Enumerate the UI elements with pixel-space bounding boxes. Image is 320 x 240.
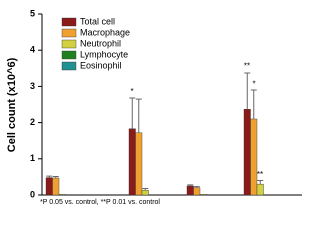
bar bbox=[186, 185, 194, 196]
y-tick-label: 5 bbox=[30, 8, 35, 18]
chart: Cell count (x10^6) *P 0.05 vs. control, … bbox=[6, 8, 302, 206]
legend-swatch bbox=[61, 28, 77, 38]
annotation: ** bbox=[244, 62, 250, 71]
annotation: * bbox=[252, 80, 255, 89]
error-bar bbox=[250, 89, 257, 119]
error-bar bbox=[257, 180, 264, 185]
error-bar bbox=[129, 97, 136, 129]
y-tick-label: 0 bbox=[30, 189, 35, 199]
bar bbox=[199, 194, 207, 196]
footnote: *P 0.05 vs. control, **P 0.01 vs. contro… bbox=[40, 199, 160, 206]
bar bbox=[128, 128, 136, 196]
legend-swatch bbox=[61, 61, 77, 71]
bar bbox=[141, 190, 149, 196]
error-bar bbox=[52, 176, 59, 178]
error-bar bbox=[46, 175, 53, 178]
error-bar bbox=[135, 98, 142, 133]
annotation: ** bbox=[257, 170, 263, 179]
bar bbox=[58, 194, 66, 196]
bar bbox=[193, 187, 201, 196]
bar bbox=[52, 177, 60, 196]
legend-swatch bbox=[61, 39, 77, 49]
y-tick-label: 1 bbox=[30, 153, 35, 163]
y-tick-label: 4 bbox=[30, 45, 35, 55]
annotation: * bbox=[130, 87, 133, 96]
error-bar bbox=[187, 184, 194, 186]
bar bbox=[256, 183, 264, 196]
legend-label: Neutrophil bbox=[80, 38, 121, 48]
legend-label: Total cell bbox=[80, 16, 115, 26]
y-tick-label: 2 bbox=[30, 117, 35, 127]
error-bar bbox=[142, 187, 149, 191]
legend-swatch bbox=[61, 17, 77, 27]
bar bbox=[243, 109, 251, 196]
y-tick-label: 3 bbox=[30, 81, 35, 91]
legend-label: Eosinophil bbox=[80, 60, 122, 70]
legend-swatch bbox=[61, 50, 77, 60]
bar bbox=[250, 118, 258, 196]
bar bbox=[135, 132, 143, 196]
y-axis-label: Cell count (x10^6) bbox=[6, 57, 18, 152]
bar bbox=[45, 177, 53, 196]
error-bar bbox=[193, 186, 200, 188]
error-bar bbox=[244, 72, 251, 110]
legend-label: Lymphocyte bbox=[80, 49, 128, 59]
legend-label: Macrophage bbox=[80, 27, 130, 37]
